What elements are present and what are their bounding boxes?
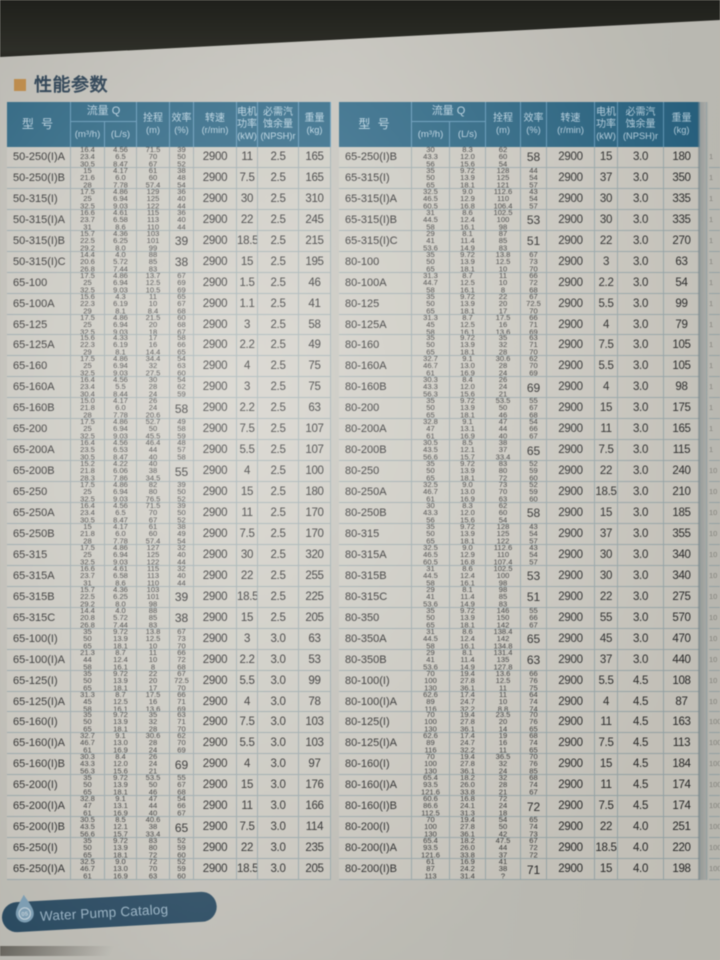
svg-text:05: 05 <box>21 912 29 918</box>
